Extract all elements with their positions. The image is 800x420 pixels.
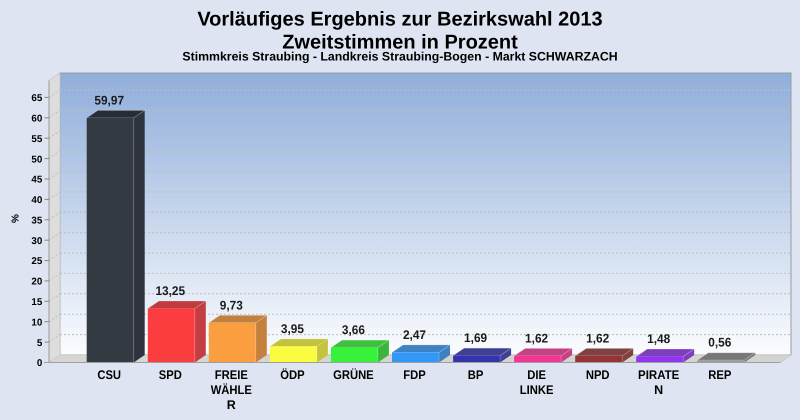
svg-text:FREIE: FREIE — [215, 368, 248, 382]
svg-text:Stimmkreis Straubing - Landkre: Stimmkreis Straubing - Landkreis Straubi… — [182, 50, 617, 64]
svg-text:55: 55 — [31, 134, 42, 145]
svg-text:20: 20 — [31, 277, 42, 288]
svg-text:10: 10 — [31, 317, 42, 328]
svg-text:50: 50 — [31, 154, 42, 165]
svg-text:Vorläufiges Ergebnis zur Bezir: Vorläufiges Ergebnis zur Bezirkswahl 201… — [197, 8, 602, 30]
svg-text:9,73: 9,73 — [220, 298, 243, 312]
svg-text:DIE: DIE — [527, 368, 546, 382]
svg-text:REP: REP — [708, 368, 731, 382]
svg-text:Zweitstimmen in Prozent: Zweitstimmen in Prozent — [282, 31, 518, 53]
svg-text:R: R — [227, 398, 236, 412]
svg-text:FDP: FDP — [403, 368, 426, 382]
svg-text:2,47: 2,47 — [403, 328, 426, 342]
svg-text:LINKE: LINKE — [520, 383, 554, 397]
svg-text:%: % — [11, 214, 22, 223]
svg-text:0: 0 — [37, 358, 43, 369]
svg-text:N: N — [654, 383, 663, 397]
svg-text:3,66: 3,66 — [342, 323, 365, 337]
svg-text:CSU: CSU — [97, 368, 121, 382]
svg-text:BP: BP — [468, 368, 484, 382]
svg-text:65: 65 — [31, 93, 42, 104]
svg-text:SPD: SPD — [159, 368, 182, 382]
svg-text:5: 5 — [37, 338, 43, 349]
svg-text:60: 60 — [31, 114, 42, 125]
svg-text:GRÜNE: GRÜNE — [333, 368, 374, 382]
svg-text:15: 15 — [31, 297, 42, 308]
svg-text:1,48: 1,48 — [647, 332, 670, 346]
svg-text:ÖDP: ÖDP — [280, 368, 304, 382]
svg-text:NPD: NPD — [586, 368, 610, 382]
svg-text:59,97: 59,97 — [94, 93, 124, 107]
svg-text:3,95: 3,95 — [281, 322, 304, 336]
svg-text:0,56: 0,56 — [708, 336, 731, 350]
svg-text:30: 30 — [31, 236, 42, 247]
svg-text:40: 40 — [31, 195, 42, 206]
svg-text:WÄHLE: WÄHLE — [211, 383, 252, 397]
svg-text:35: 35 — [31, 216, 42, 227]
svg-text:13,25: 13,25 — [155, 284, 185, 298]
svg-text:25: 25 — [31, 256, 42, 267]
svg-text:1,62: 1,62 — [586, 331, 609, 345]
svg-text:PIRATE: PIRATE — [638, 368, 679, 382]
svg-text:1,62: 1,62 — [525, 331, 548, 345]
svg-text:1,69: 1,69 — [464, 331, 487, 345]
svg-text:45: 45 — [31, 175, 42, 186]
